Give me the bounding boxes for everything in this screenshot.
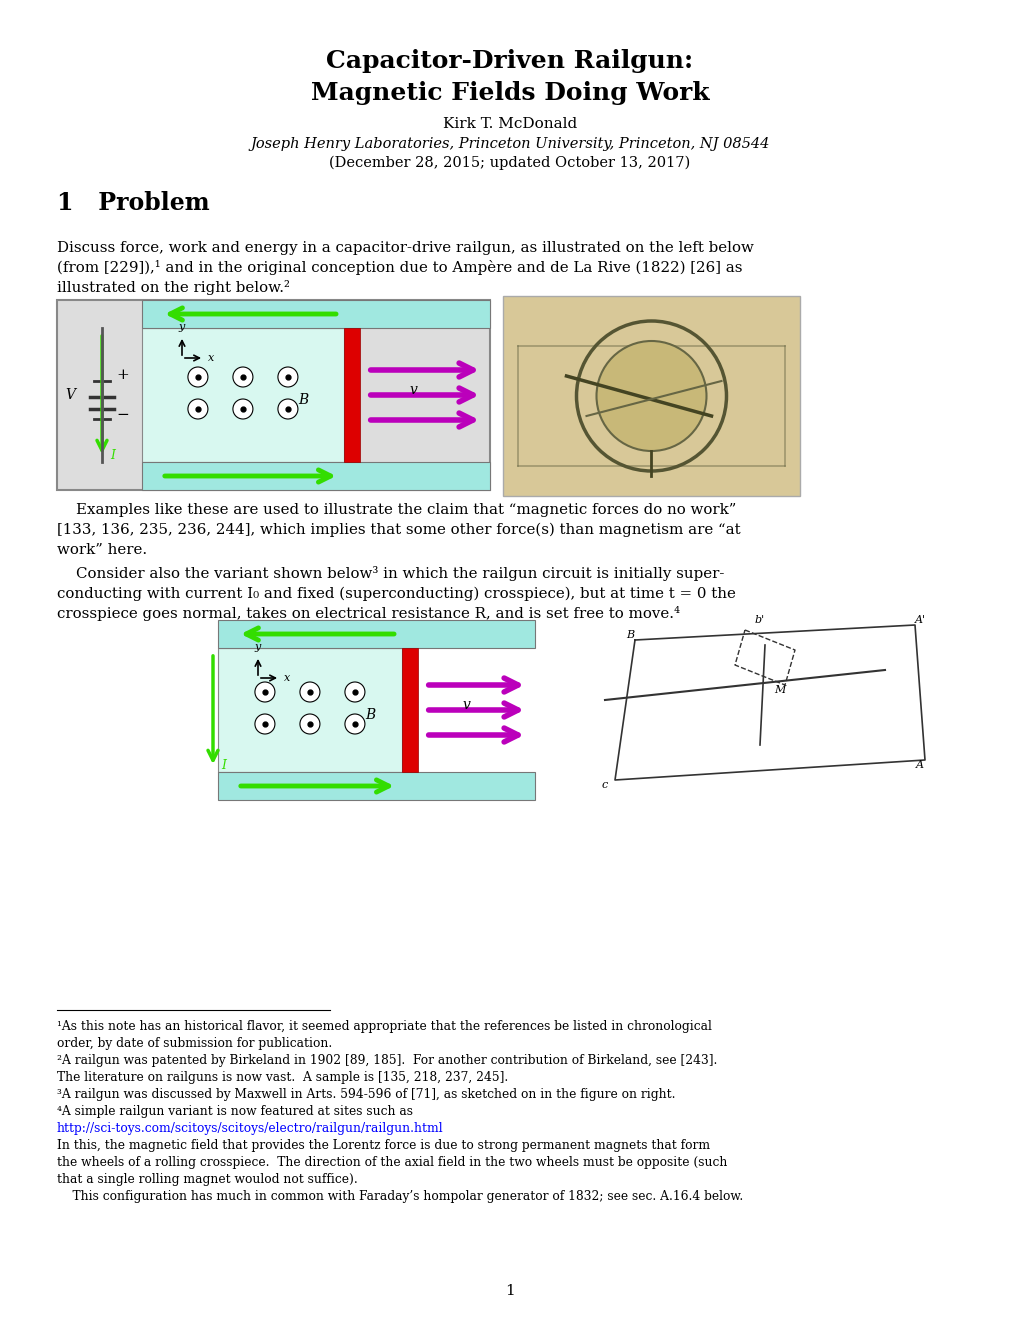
Text: y: y <box>255 642 261 652</box>
Text: In this, the magnetic field that provides the Lorentz force is due to strong per: In this, the magnetic field that provide… <box>57 1139 709 1152</box>
Circle shape <box>300 682 320 702</box>
Bar <box>218 772 535 800</box>
Text: b': b' <box>754 615 764 624</box>
Text: v: v <box>410 383 417 397</box>
Text: M: M <box>773 685 785 696</box>
Text: ³A railgun was discussed by Maxwell in Arts. 594-596 of [71], as sketched on in : ³A railgun was discussed by Maxwell in A… <box>57 1088 675 1101</box>
Text: y: y <box>178 322 184 333</box>
Text: Consider also the variant shown below³ in which the railgun circuit is initially: Consider also the variant shown below³ i… <box>57 566 723 581</box>
Circle shape <box>344 682 365 702</box>
Text: I: I <box>110 449 115 462</box>
Text: +: + <box>116 368 128 381</box>
Text: conducting with current ⁠⁠I₀ and fixed (superconducting) crosspiece), but at tim: conducting with current ⁠⁠I₀ and fixed (… <box>57 586 735 601</box>
Text: −: − <box>116 408 128 422</box>
Text: ¹As this note has an historical flavor, it seemed appropriate that the reference: ¹As this note has an historical flavor, … <box>57 1020 711 1034</box>
Text: x: x <box>283 673 290 682</box>
Text: illustrated on the right below.²: illustrated on the right below.² <box>57 280 289 294</box>
Text: x: x <box>208 352 214 363</box>
Circle shape <box>344 714 365 734</box>
Text: v: v <box>462 698 470 711</box>
Text: A: A <box>915 760 923 770</box>
Text: the wheels of a rolling crosspiece.  The direction of the axial field in the two: the wheels of a rolling crosspiece. The … <box>57 1156 727 1170</box>
Bar <box>57 300 489 490</box>
Circle shape <box>187 399 208 418</box>
Text: (December 28, 2015; updated October 13, 2017): (December 28, 2015; updated October 13, … <box>329 156 690 170</box>
Bar <box>401 648 418 772</box>
Text: The literature on railguns is now vast.  A sample is [135, 218, 237, 245].: The literature on railguns is now vast. … <box>57 1071 507 1084</box>
Circle shape <box>596 341 706 451</box>
Text: A': A' <box>914 615 924 624</box>
Bar <box>218 620 535 648</box>
Text: B: B <box>626 630 634 640</box>
Text: ⁴A simple railgun variant is now featured at sites such as: ⁴A simple railgun variant is now feature… <box>57 1105 413 1118</box>
Text: I: I <box>221 759 226 772</box>
Text: Examples like these are used to illustrate the claim that “magnetic forces do no: Examples like these are used to illustra… <box>57 503 736 517</box>
Text: V: V <box>65 388 75 403</box>
Text: 1: 1 <box>504 1284 515 1298</box>
Bar <box>502 296 799 496</box>
Circle shape <box>277 367 298 387</box>
Text: Joseph Henry Laboratories, Princeton University, Princeton, NJ 08544: Joseph Henry Laboratories, Princeton Uni… <box>250 137 769 150</box>
Circle shape <box>187 367 208 387</box>
Text: [133, 136, 235, 236, 244], which implies that some other force(s) than magnetism: [133, 136, 235, 236, 244], which implies… <box>57 523 740 537</box>
Text: 1   Problem: 1 Problem <box>57 191 210 215</box>
Bar <box>142 327 343 462</box>
Text: Kirk T. McDonald: Kirk T. McDonald <box>442 117 577 131</box>
Text: c: c <box>601 780 607 789</box>
Text: crosspiece goes normal, takes on electrical resistance R, and is set free to mov: crosspiece goes normal, takes on electri… <box>57 606 680 620</box>
Text: B: B <box>298 393 308 407</box>
Text: This configuration has much in common with Faraday’s hompolar generator of 1832;: This configuration has much in common wi… <box>57 1191 743 1203</box>
Text: ²A railgun was patented by Birkeland in 1902 [89, 185].  For another contributio: ²A railgun was patented by Birkeland in … <box>57 1053 716 1067</box>
Circle shape <box>232 367 253 387</box>
Text: http://sci-toys.com/scitoys/scitoys/electro/railgun/railgun.html: http://sci-toys.com/scitoys/scitoys/elec… <box>57 1122 443 1135</box>
Circle shape <box>232 399 253 418</box>
Circle shape <box>277 399 298 418</box>
Text: Discuss force, work and energy in a capacitor-drive railgun, as illustrated on t: Discuss force, work and energy in a capa… <box>57 242 753 255</box>
Bar <box>142 300 489 327</box>
Text: Capacitor-Driven Railgun:: Capacitor-Driven Railgun: <box>326 49 693 73</box>
Text: (from [229]),¹ and in the original conception due to Ampère and de La Rive (1822: (from [229]),¹ and in the original conce… <box>57 260 742 275</box>
Text: Magnetic Fields Doing Work: Magnetic Fields Doing Work <box>311 81 708 106</box>
Bar <box>218 648 401 772</box>
Text: that a single rolling magnet woulod not suffice).: that a single rolling magnet woulod not … <box>57 1173 358 1185</box>
Text: order, by date of submission for publication.: order, by date of submission for publica… <box>57 1038 332 1049</box>
Circle shape <box>300 714 320 734</box>
Circle shape <box>255 682 275 702</box>
Circle shape <box>255 714 275 734</box>
Text: B: B <box>365 708 375 722</box>
Text: work” here.: work” here. <box>57 543 147 557</box>
Bar <box>142 462 489 490</box>
Bar <box>343 327 360 462</box>
